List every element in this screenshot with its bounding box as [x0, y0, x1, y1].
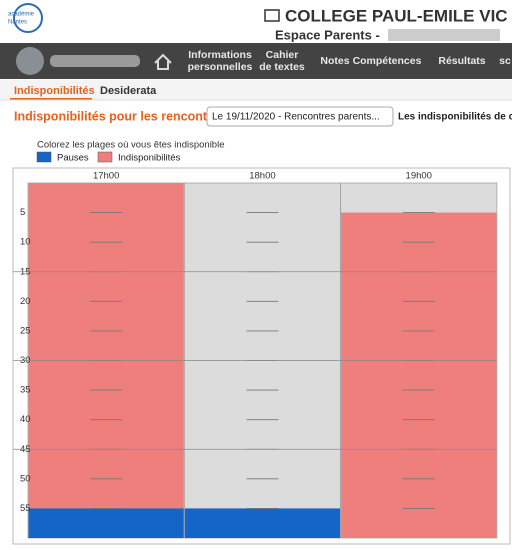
- nav-item[interactable]: sc: [499, 55, 511, 67]
- slot-block[interactable]: [185, 508, 340, 538]
- legend: Pauses Indisponibilités: [37, 152, 181, 164]
- minute-label: 20: [20, 296, 31, 307]
- minute-label: 25: [20, 325, 31, 336]
- slot-block[interactable]: [341, 213, 496, 538]
- nav-item[interactable]: personnelles: [188, 61, 253, 73]
- slot-block[interactable]: [29, 508, 184, 538]
- legend-swatch: [98, 152, 112, 162]
- minute-label: 5: [20, 207, 25, 218]
- legend-label: Indisponibilités: [118, 153, 181, 164]
- blurred-name: [388, 29, 500, 41]
- legend-label: Pauses: [57, 153, 89, 164]
- nav-item[interactable]: Cahier: [266, 49, 299, 61]
- tab[interactable]: Desiderata: [100, 85, 157, 97]
- minute-label: 10: [20, 237, 31, 248]
- logo-text: Nantes: [8, 20, 27, 26]
- nav-item[interactable]: Compétences: [353, 55, 422, 67]
- select-text[interactable]: Le 19/11/2020 - Rencontres parents...: [212, 112, 380, 123]
- nav-item[interactable]: Résultats: [438, 55, 485, 67]
- minute-label: 40: [20, 414, 31, 425]
- slot-block[interactable]: [29, 183, 184, 508]
- nav-item[interactable]: de textes: [259, 61, 305, 73]
- blurred-user: [50, 55, 140, 67]
- column-header: 17h00: [93, 171, 119, 182]
- minute-label: 50: [20, 473, 31, 484]
- legend-swatch: [37, 152, 51, 162]
- school-title: COLLEGE PAUL-EMILE VIC: [285, 6, 508, 25]
- logo-text: académie: [8, 12, 35, 18]
- nav-item[interactable]: Informations: [188, 49, 252, 61]
- minute-label: 55: [20, 503, 31, 514]
- column-header: 19h00: [406, 171, 432, 182]
- subtitle: Espace Parents -: [275, 27, 380, 42]
- toolbar-label: Indisponibilités pour les rencontres: [14, 109, 226, 123]
- column-header: 18h00: [249, 171, 275, 182]
- nav-item[interactable]: Notes: [320, 55, 349, 67]
- toolbar-note: Les indisponibilités de ce: [398, 112, 512, 123]
- screen: académie Nantes COLLEGE PAUL-EMILE VIC E…: [0, 0, 512, 545]
- avatar[interactable]: [16, 47, 44, 75]
- tab-active[interactable]: Indisponibilités: [14, 85, 95, 97]
- legend-hint: Colorez les plages où vous êtes indispon…: [37, 140, 224, 151]
- minute-label: 35: [20, 385, 31, 396]
